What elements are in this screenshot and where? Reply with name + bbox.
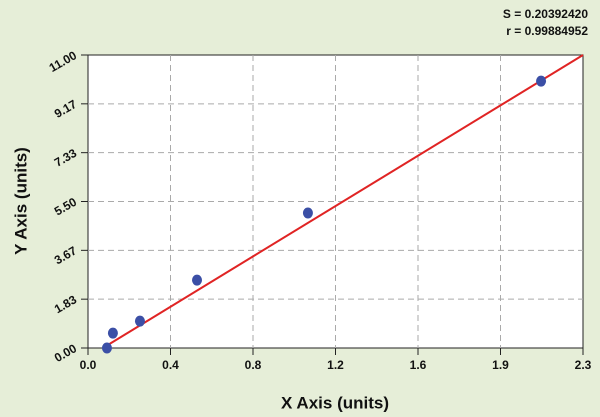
x-tick-label: 1.6 [410, 358, 427, 372]
x-tick-label: 1.2 [327, 358, 344, 372]
x-tick-label: 0.4 [162, 358, 179, 372]
point [302, 207, 313, 219]
y-axis-label: Y Axis (units) [11, 147, 30, 255]
x-axis-label: X Axis (units) [281, 393, 389, 412]
point [536, 75, 547, 87]
x-tick-label: 2.3 [575, 358, 592, 372]
x-tick-label: 0.8 [245, 358, 262, 372]
x-tick-label: 1.9 [492, 358, 509, 372]
x-tick-label: 0.0 [80, 358, 97, 372]
point [101, 342, 112, 354]
annotation: S = 0.20392420 [503, 7, 588, 21]
point [107, 327, 118, 339]
point [134, 315, 145, 327]
fit-line [102, 54, 584, 349]
annotation: r = 0.99884952 [506, 24, 588, 38]
point [192, 274, 203, 286]
